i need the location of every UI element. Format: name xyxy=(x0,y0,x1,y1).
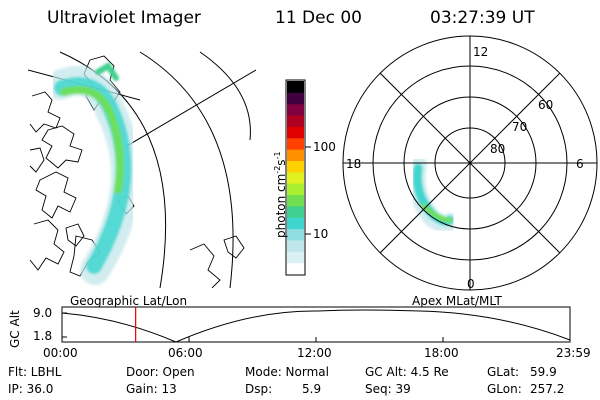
right-panel-label: Apex MLat/MLT xyxy=(412,294,502,308)
colorbar-cell xyxy=(287,239,304,252)
colorbar-unit: photon cm-2s-1 xyxy=(273,151,288,238)
colorbar-tick-10: 10 xyxy=(313,227,329,241)
colorbar-cell xyxy=(287,183,304,196)
colorbar-cell xyxy=(287,217,304,230)
lat-label-60: 60 xyxy=(538,98,554,112)
mlt-label-0: 0 xyxy=(467,277,475,291)
colorbar-tick-100: 100 xyxy=(313,140,336,154)
time-label: 03:27:39 UT xyxy=(430,8,535,28)
info-mode: Mode: Normal xyxy=(245,365,329,379)
info-dsp-label: Dsp: xyxy=(245,382,273,396)
info-gcalt: GC Alt: 4.5 Re xyxy=(365,365,449,379)
lat-label-80: 80 xyxy=(490,142,506,156)
left-panel-label: Geographic Lat/Lon xyxy=(70,294,188,308)
colorbar-cell xyxy=(287,115,304,127)
timeline-xtick-0000: 00:00 xyxy=(43,346,78,360)
colorbar-cell xyxy=(287,262,304,275)
map-grid-arc xyxy=(139,51,234,288)
colorbar-cell xyxy=(287,149,304,161)
info-glon-value: 257.2 xyxy=(530,382,565,396)
colorbar-cell xyxy=(287,251,304,264)
timeline-frame xyxy=(61,306,571,343)
timeline-xtick-0600: 06:00 xyxy=(168,346,203,360)
instrument-title: Ultraviolet Imager xyxy=(47,8,201,28)
info-seq: Seq: 39 xyxy=(365,382,411,396)
info-flt: Flt: LBHL xyxy=(8,365,62,379)
colorbar-cell xyxy=(287,126,304,139)
colorbar-cell xyxy=(287,171,304,184)
map-grid-line xyxy=(119,69,256,151)
info-gain: Gain: 13 xyxy=(126,382,177,396)
timeline-ytick-bottom: 1.8 xyxy=(33,329,53,343)
timeline-xtick-2359: 23:59 xyxy=(556,346,591,360)
polar-plot xyxy=(342,35,598,291)
colorbar-cell xyxy=(287,228,304,241)
orbit-altitude-curve xyxy=(61,309,571,343)
info-dsp-value: 5.9 xyxy=(302,382,322,396)
colorbar-cell xyxy=(287,160,304,173)
timeline-ylabel: GC Alt xyxy=(8,310,22,348)
timeline-ytick-top: 9.0 xyxy=(33,306,53,320)
polar-aurora xyxy=(407,156,459,234)
colorbar-cell xyxy=(287,81,304,93)
mlt-label-6: 6 xyxy=(576,157,584,171)
colorbar-cell xyxy=(287,103,304,116)
map-grid-arc xyxy=(199,51,251,141)
colorbar-cell xyxy=(287,137,304,150)
info-glon-label: GLon: xyxy=(487,382,522,396)
polar-diagonal xyxy=(379,72,561,254)
colorbar-cell xyxy=(287,92,304,105)
aurora-emission xyxy=(45,61,141,285)
info-door: Door: Open xyxy=(126,365,195,379)
date-label: 11 Dec 00 xyxy=(275,8,362,28)
mlt-label-18: 18 xyxy=(346,157,362,171)
timeline-xtick-1200: 12:00 xyxy=(297,346,332,360)
mlt-label-12: 12 xyxy=(473,45,489,59)
timeline-xtick-1800: 18:00 xyxy=(424,346,459,360)
info-glat-label: GLat: xyxy=(487,365,520,379)
info-glat-value: 59.9 xyxy=(530,365,557,379)
geographic-map xyxy=(28,51,256,288)
orbit-timeline xyxy=(61,306,571,343)
colorbar-cell xyxy=(287,194,304,207)
colorbar-cell xyxy=(287,205,304,218)
colorbar xyxy=(285,79,311,276)
info-ip: IP: 36.0 xyxy=(8,382,54,396)
lat-label-70: 70 xyxy=(512,120,528,134)
